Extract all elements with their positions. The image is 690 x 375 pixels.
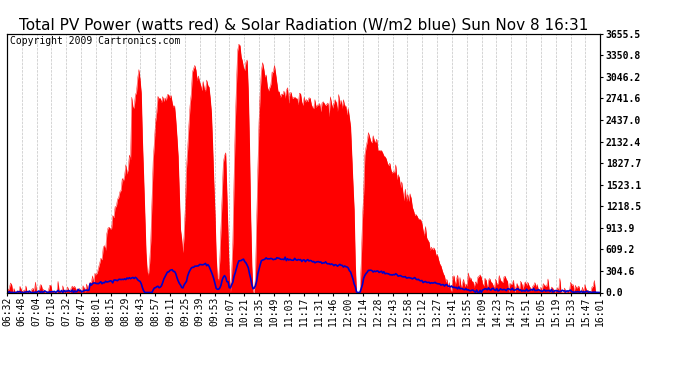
Title: Total PV Power (watts red) & Solar Radiation (W/m2 blue) Sun Nov 8 16:31: Total PV Power (watts red) & Solar Radia… [19, 18, 589, 33]
Text: Copyright 2009 Cartronics.com: Copyright 2009 Cartronics.com [10, 36, 180, 46]
